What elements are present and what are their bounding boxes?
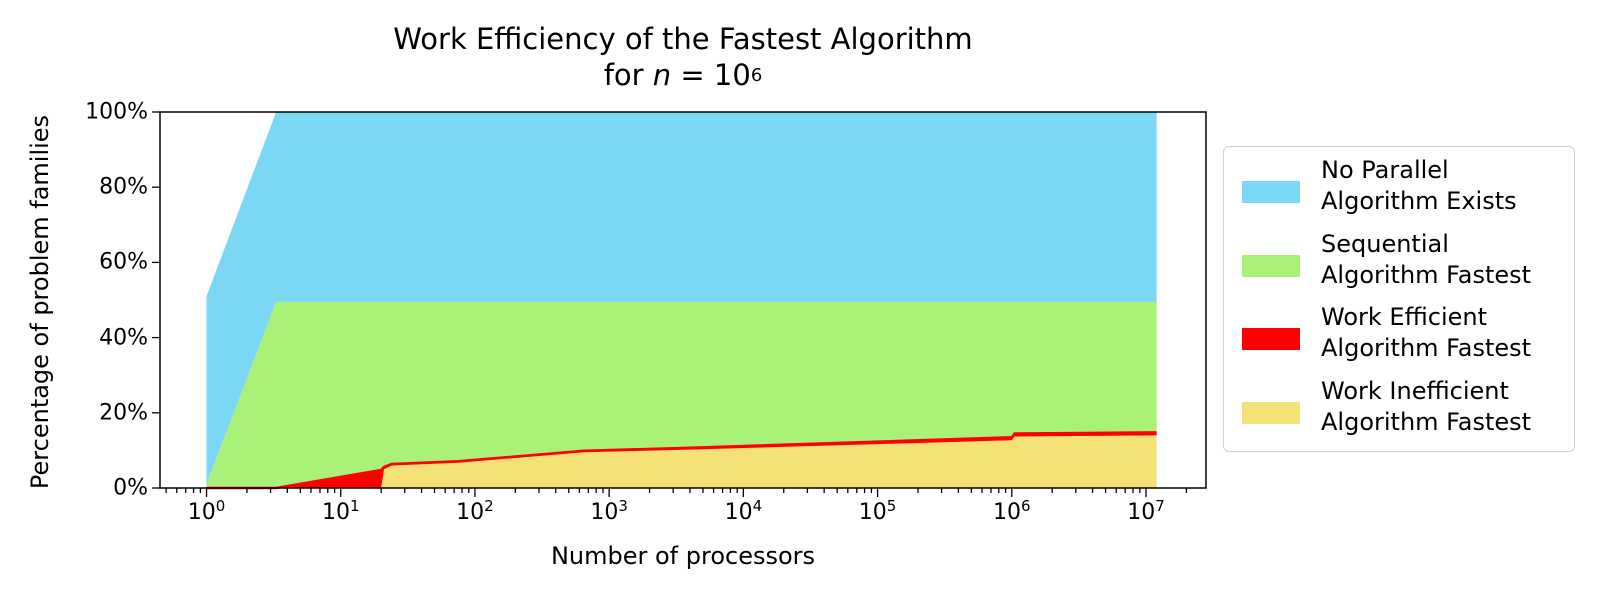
y-tick-label: 40% <box>99 325 148 351</box>
legend-label: No Parallel Algorithm Exists <box>1321 155 1576 217</box>
legend-label: Work Efficient Algorithm Fastest <box>1321 302 1576 364</box>
x-tick-base: 10 <box>724 500 753 525</box>
x-tick-label: 101 <box>321 497 360 525</box>
subtitle-prefix: for <box>603 58 653 92</box>
x-tick-base: 10 <box>1127 500 1156 525</box>
legend-label-line: Sequential <box>1321 229 1449 258</box>
x-tick-exponent: 6 <box>1021 497 1031 515</box>
legend-label-line: Algorithm Fastest <box>1321 407 1532 436</box>
x-tick-exponent: 4 <box>752 497 763 515</box>
legend-label-line: Algorithm Fastest <box>1321 334 1532 362</box>
x-tick-exponent: 7 <box>1155 497 1165 515</box>
x-tick-exponent: 1 <box>349 497 360 515</box>
legend-swatch <box>1242 254 1300 277</box>
legend-item: Sequential Algorithm Fastest <box>1234 229 1564 299</box>
x-tick-exponent: 5 <box>886 497 897 515</box>
x-tick-label: 106 <box>993 497 1031 525</box>
x-tick-base: 10 <box>456 500 485 525</box>
x-tick-label: 105 <box>858 497 897 525</box>
x-tick-label: 107 <box>1127 497 1165 525</box>
x-tick-label: 103 <box>590 497 628 525</box>
subtitle-variable: n <box>652 58 672 92</box>
legend: No Parallel Algorithm Exists Sequential Alg… <box>1223 146 1575 452</box>
legend-swatch <box>1242 328 1300 350</box>
y-tick-label: 0% <box>113 475 148 501</box>
x-tick-base: 10 <box>858 500 887 525</box>
chart-ticks <box>152 111 1188 497</box>
area-series-3 <box>206 112 1157 485</box>
x-tick-base: 10 <box>993 500 1022 525</box>
y-tick-label: 100% <box>85 99 148 125</box>
chart-areas <box>206 112 1157 490</box>
subtitle-exponent: 6 <box>750 65 763 86</box>
y-axis-label: Percentage of problem families <box>26 114 54 490</box>
x-tick-base: 10 <box>321 500 350 525</box>
work-efficient-line <box>206 431 1157 490</box>
legend-label: Work Inefficient Algorithm Fastest <box>1321 376 1576 438</box>
chart-subtitle: for n = 106 <box>160 58 1206 92</box>
legend-item: Work Efficient Algorithm Fastest <box>1234 302 1564 372</box>
legend-label-line: No Parallel <box>1321 156 1449 184</box>
legend-swatch <box>1242 401 1300 424</box>
legend-item: No Parallel Algorithm Exists <box>1234 155 1564 225</box>
x-tick-exponent: 0 <box>215 497 226 515</box>
legend-label-line: Work Efficient <box>1321 303 1488 331</box>
x-tick-base: 10 <box>590 500 619 525</box>
plot-frame <box>159 111 1207 489</box>
x-tick-exponent: 2 <box>484 497 494 515</box>
area-series-0 <box>206 435 1157 488</box>
legend-label-line: Algorithm Fastest <box>1321 260 1532 289</box>
x-tick-base: 10 <box>187 500 216 525</box>
chart-title: Work Efficiency of the Fastest Algorithm <box>393 22 973 56</box>
x-tick-label: 102 <box>456 497 494 525</box>
legend-label-line: Work Inefficient <box>1321 376 1509 405</box>
x-tick-label: 104 <box>724 497 763 525</box>
legend-label-line: Algorithm Exists <box>1321 187 1517 215</box>
x-tick-label: 100 <box>187 497 226 525</box>
legend-label: Sequential Algorithm Fastest <box>1321 229 1576 291</box>
y-tick-label: 80% <box>99 174 148 200</box>
x-tick-exponent: 3 <box>618 497 628 515</box>
y-tick-label: 60% <box>99 249 148 275</box>
area-series-2 <box>206 301 1157 488</box>
legend-item: Work Inefficient Algorithm Fastest <box>1234 376 1564 446</box>
legend-swatch <box>1242 181 1300 203</box>
y-tick-label: 20% <box>99 400 148 426</box>
subtitle-equals: = 10 <box>671 58 751 92</box>
x-axis-label: Number of processors <box>550 542 816 570</box>
